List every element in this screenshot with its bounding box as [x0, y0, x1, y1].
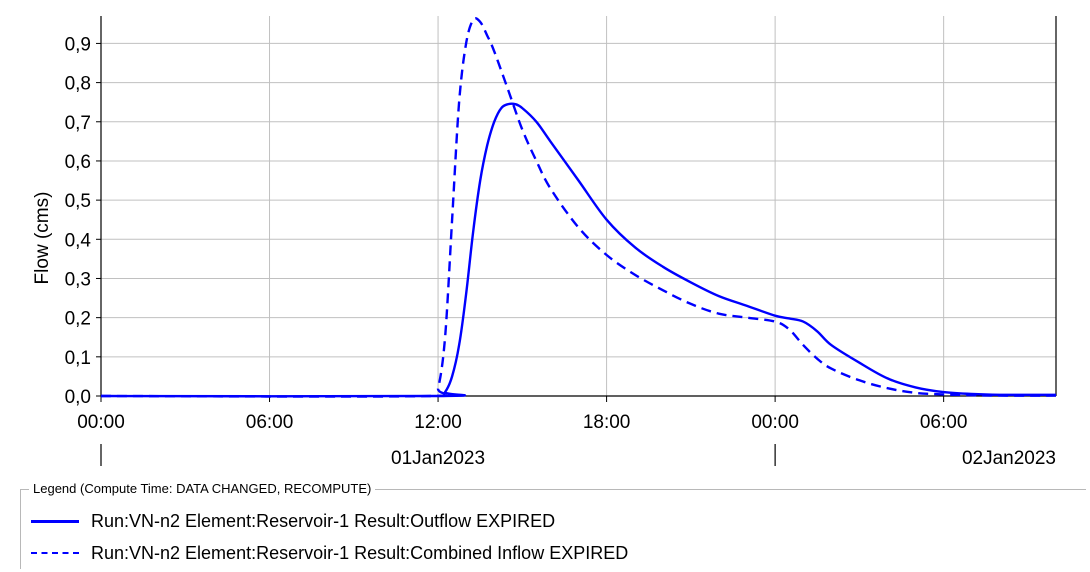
x-tick-label: 06:00: [920, 412, 968, 433]
y-tick-label: 0,4: [65, 230, 92, 251]
y-axis-label: Flow (cms): [32, 192, 53, 285]
y-tick-label: 0,5: [65, 191, 91, 212]
y-tick-label: 0,6: [65, 152, 91, 173]
x-tick-label: 12:00: [414, 412, 462, 433]
x-tick-label: 06:00: [246, 412, 294, 433]
flow-chart: 0,0 0,1 0,2 0,3 0,4 0,5 0,6 0,7 0,8 0,9 00:00 06:0…: [32, 16, 1057, 469]
y-tick-label: 0,2: [65, 309, 91, 330]
outflow-series-line: [100, 102, 1057, 398]
y-tick-label: 0,3: [65, 269, 91, 290]
x-tick-label: 18:00: [583, 412, 631, 433]
date-label: 02Jan2023: [962, 448, 1056, 469]
legend-dashed-line-swatch: [31, 552, 79, 554]
y-axis: 0,0 0,1 0,2 0,3 0,4 0,5 0,6 0,7 0,8 0,9: [65, 16, 1057, 408]
legend-title: Legend (Compute Time: DATA CHANGED, RECO…: [29, 481, 376, 496]
legend: Legend (Compute Time: DATA CHANGED, RECO…: [20, 481, 1086, 569]
legend-solid-line-swatch: [31, 519, 79, 523]
legend-label-combined-inflow: Run:VN-n2 Element:Reservoir-1 Result:Com…: [91, 542, 629, 563]
y-tick-label: 0,0: [65, 387, 91, 408]
plot-series: [100, 17, 1057, 398]
y-tick-label: 0,1: [65, 348, 91, 369]
x-axis: 00:00 06:00 12:00 18:00 00:00 06:00 01Jan2023 0…: [77, 395, 1056, 469]
x-tick-label: 00:00: [751, 412, 799, 433]
grid-lines: [100, 16, 1056, 397]
combined-inflow-series-line: [100, 17, 1057, 398]
date-label: 01Jan2023: [391, 448, 485, 469]
x-tick-label: 00:00: [77, 412, 125, 433]
y-tick-label: 0,7: [65, 113, 91, 134]
legend-item-combined-inflow: Run:VN-n2 Element:Reservoir-1 Result:Com…: [31, 542, 628, 564]
legend-label-outflow: Run:VN-n2 Element:Reservoir-1 Result:Out…: [91, 510, 556, 531]
legend-item-outflow: Run:VN-n2 Element:Reservoir-1 Result:Out…: [31, 510, 555, 532]
y-tick-label: 0,9: [65, 34, 91, 55]
y-tick-label: 0,8: [65, 74, 91, 95]
